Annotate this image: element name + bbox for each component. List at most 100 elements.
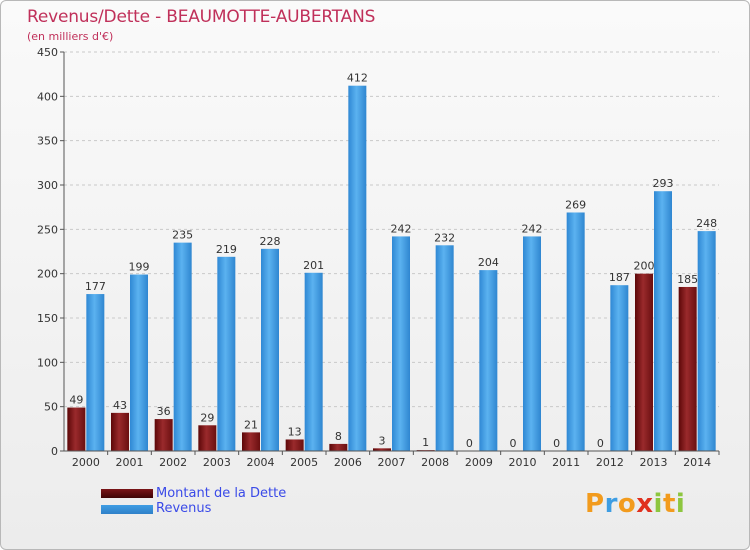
data-label-dette: 1 xyxy=(422,436,429,449)
bar-dette xyxy=(198,425,217,451)
x-tick-label: 2000 xyxy=(72,456,100,469)
logo-letter: P xyxy=(585,489,605,519)
legend-label-revenus: Revenus xyxy=(156,501,212,516)
data-label-revenus: 177 xyxy=(85,280,106,293)
proxiti-logo: Proxiti xyxy=(585,489,685,519)
logo-letter: o xyxy=(617,489,637,519)
bar-dette xyxy=(373,448,391,451)
x-tick-label: 2013 xyxy=(640,456,668,469)
data-label-dette: 0 xyxy=(510,437,517,450)
bar-revenus xyxy=(479,270,498,451)
bar-revenus xyxy=(435,245,454,451)
x-tick-label: 2008 xyxy=(421,456,449,469)
bar-dette xyxy=(635,273,653,451)
y-tick-label: 250 xyxy=(37,223,58,236)
x-tick-label: 2009 xyxy=(465,456,493,469)
bar-dette xyxy=(329,443,348,451)
y-tick-label: 0 xyxy=(51,445,58,458)
data-label-revenus: 204 xyxy=(478,256,499,269)
x-tick-label: 2006 xyxy=(334,456,362,469)
y-tick-label: 200 xyxy=(37,268,58,281)
logo-letter: r xyxy=(604,489,618,519)
bar-dette xyxy=(154,419,173,451)
bar-revenus xyxy=(173,242,192,451)
bar-revenus xyxy=(654,191,672,451)
labels: 0501001502002503003504004502000491772001… xyxy=(37,46,717,469)
legend-swatch-debt xyxy=(101,489,153,498)
x-tick-label: 2010 xyxy=(509,456,537,469)
x-tick-label: 2002 xyxy=(159,456,187,469)
bar-revenus xyxy=(610,285,629,451)
x-tick-label: 2012 xyxy=(596,456,624,469)
bar-dette xyxy=(67,407,86,451)
y-tick-label: 400 xyxy=(37,90,58,103)
data-label-revenus: 242 xyxy=(391,222,412,235)
x-tick-label: 2005 xyxy=(290,456,318,469)
axes xyxy=(60,51,720,455)
data-label-revenus: 269 xyxy=(565,198,586,211)
bar-revenus xyxy=(304,272,323,451)
x-tick-label: 2003 xyxy=(203,456,231,469)
data-label-revenus: 248 xyxy=(696,217,717,230)
bar-dette xyxy=(111,412,129,451)
data-label-revenus: 219 xyxy=(216,243,237,256)
data-label-revenus: 199 xyxy=(129,261,150,274)
bar-revenus xyxy=(130,274,148,451)
bar-dette xyxy=(285,439,304,451)
bar-revenus xyxy=(217,256,236,451)
chart-subtitle: (en milliers d'€) xyxy=(27,30,114,43)
y-tick-label: 100 xyxy=(37,356,58,369)
chart-title: Revenus/Dette - BEAUMOTTE-AUBERTANS xyxy=(27,7,376,27)
bar-revenus xyxy=(261,248,279,451)
bar-revenus xyxy=(86,294,105,451)
y-tick-label: 150 xyxy=(37,312,58,325)
data-label-dette: 0 xyxy=(597,437,604,450)
data-label-revenus: 232 xyxy=(434,231,455,244)
logo-letter: x xyxy=(636,489,654,519)
data-label-dette: 21 xyxy=(244,418,258,431)
y-tick-label: 450 xyxy=(37,46,58,59)
data-label-dette: 29 xyxy=(200,411,214,424)
data-label-dette: 8 xyxy=(335,430,342,443)
bars xyxy=(67,85,716,452)
data-label-revenus: 235 xyxy=(172,229,193,242)
logo-letter: i xyxy=(653,489,663,519)
data-label-dette: 36 xyxy=(157,405,171,418)
data-label-revenus: 242 xyxy=(522,222,543,235)
bar-revenus xyxy=(348,85,367,452)
bar-revenus xyxy=(392,236,410,451)
data-label-revenus: 293 xyxy=(653,177,674,190)
bar-revenus xyxy=(697,231,716,451)
bar-dette xyxy=(242,432,260,451)
x-tick-label: 2007 xyxy=(378,456,406,469)
bar-revenus xyxy=(566,212,585,451)
data-label-dette: 43 xyxy=(113,399,127,412)
data-label-dette: 0 xyxy=(553,437,560,450)
logo-letter: i xyxy=(675,489,686,519)
data-label-dette: 13 xyxy=(288,425,302,438)
x-tick-label: 2004 xyxy=(247,456,275,469)
bar-revenus xyxy=(523,236,541,451)
data-label-dette: 49 xyxy=(69,394,83,407)
y-tick-label: 350 xyxy=(37,135,58,148)
legend-label-debt: Montant de la Dette xyxy=(156,486,287,501)
data-label-revenus: 228 xyxy=(260,235,281,248)
data-label-dette: 3 xyxy=(379,434,386,447)
x-tick-label: 2014 xyxy=(683,456,711,469)
x-tick-label: 2011 xyxy=(552,456,580,469)
y-tick-label: 300 xyxy=(37,179,58,192)
grid-lines xyxy=(64,51,719,408)
logo-letter: t xyxy=(662,489,676,519)
data-label-revenus: 412 xyxy=(347,72,368,85)
data-label-dette: 185 xyxy=(677,273,698,286)
y-tick-label: 50 xyxy=(44,401,58,414)
legend-swatch-revenus xyxy=(101,505,153,514)
x-tick-label: 2001 xyxy=(116,456,144,469)
data-label-revenus: 201 xyxy=(303,259,324,272)
data-label-dette: 200 xyxy=(634,260,655,273)
data-label-revenus: 187 xyxy=(609,271,630,284)
data-label-dette: 0 xyxy=(466,437,473,450)
bar-dette xyxy=(678,286,697,451)
